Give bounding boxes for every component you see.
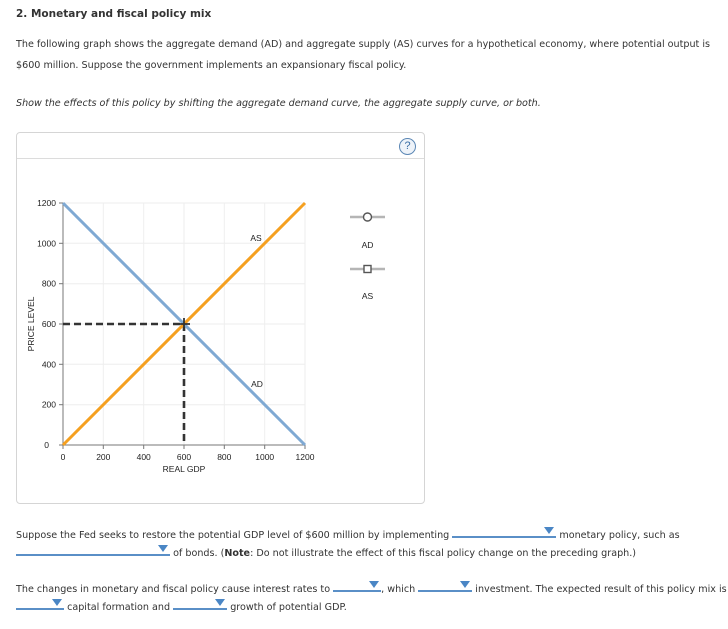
legend-ad[interactable]: AD <box>350 212 385 250</box>
dropdown-arrow-icon <box>544 527 555 534</box>
graph-header: ? <box>17 133 424 159</box>
question-intro: The following graph shows the aggregate … <box>16 39 711 71</box>
monetary-policy-type-dropdown[interactable] <box>452 525 557 538</box>
follow-up-q2-line1: The changes in monetary and fiscal polic… <box>16 579 727 595</box>
bond-action-dropdown[interactable] <box>16 543 170 556</box>
help-icon[interactable]: ? <box>399 138 416 155</box>
follow-up-q1-line2: of bonds. (Note: Do not illustrate the e… <box>16 543 636 559</box>
dropdown-arrow-icon <box>215 599 226 606</box>
graph-panel: ? <box>16 132 425 504</box>
follow-up-q2-line2: capital formation and growth of potentia… <box>16 597 347 613</box>
svg-text:AS: AS <box>362 291 374 301</box>
svg-text:AD: AD <box>362 240 374 250</box>
question-instruction: Show the effects of this policy by shift… <box>16 98 541 109</box>
as-legend-square-icon[interactable] <box>363 264 372 274</box>
investment-effect-dropdown[interactable] <box>418 579 473 592</box>
legend-as[interactable]: AS <box>350 264 385 302</box>
dropdown-arrow-icon <box>460 581 471 588</box>
dropdown-arrow-icon <box>369 581 380 588</box>
potential-gdp-growth-dropdown[interactable] <box>173 597 228 610</box>
dropdown-arrow-icon <box>158 545 168 552</box>
question-title: 2. Monetary and fiscal policy mix <box>16 8 212 20</box>
follow-up-q1-line1: Suppose the Fed seeks to restore the pot… <box>16 525 680 541</box>
ad-legend-circle-icon[interactable] <box>362 212 373 222</box>
dropdown-arrow-icon <box>52 599 62 606</box>
capital-formation-dropdown[interactable] <box>16 597 64 610</box>
interest-rates-dropdown[interactable] <box>333 579 382 592</box>
